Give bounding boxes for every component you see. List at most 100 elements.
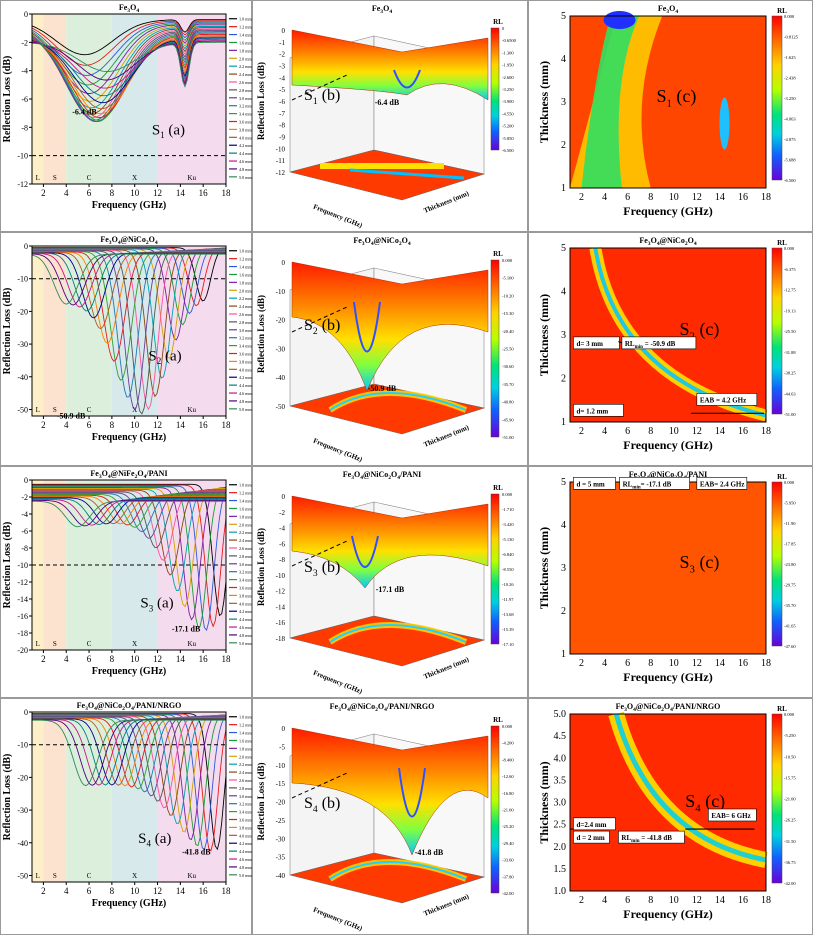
x-tick-label: 10 [669, 426, 679, 437]
z-tick-label: -40 [276, 374, 286, 382]
colorbar-title: RL [777, 473, 787, 481]
contour-chart-title: Fe3O4 [658, 4, 678, 15]
legend-entry: 2.0 mm [239, 522, 253, 527]
legend-entry: 4.2 mm [239, 143, 253, 148]
colorbar-tick-label: 0.000 [784, 712, 795, 717]
panel-label-sub: 1 [313, 96, 318, 107]
band-label: L [36, 640, 40, 648]
panel-label: S4 (b) [304, 795, 340, 815]
y-tick-label: 2 [561, 606, 566, 617]
legend-entry: 2.4 mm [239, 72, 253, 77]
legend-entry: 1.2 mm [239, 257, 253, 262]
panel-label-letter: S [304, 317, 313, 334]
x-tick-label: 6 [87, 654, 92, 664]
y-tick-label: -20 [17, 773, 28, 782]
x-tick-label: 6 [87, 886, 92, 896]
x-tick-label: 10 [669, 895, 679, 906]
legend-entry: 3.8 mm [239, 127, 253, 132]
z-axis-label: Reflection Loss (dB) [256, 528, 266, 606]
surface-x-axis-label: Frequency (GHz) [312, 203, 364, 230]
panel-label-sub: 3 [313, 568, 318, 579]
z-tick-label: 0 [282, 259, 286, 267]
y-tick-label: 5 [561, 11, 566, 22]
panel-label-letter: S [140, 596, 148, 612]
x-tick-label: 2 [41, 420, 46, 430]
threshold-line [291, 540, 348, 567]
min-rl-label: -41.8 dB [182, 848, 211, 857]
surface-chart-S2: Fe3O4@NiCo2O40-10-20-30-40-50Reflection … [256, 236, 514, 464]
z-tick-label: -3 [279, 63, 285, 71]
annotation-box [573, 476, 616, 490]
legend-entry: 2.6 mm [239, 80, 253, 85]
formula-text: /PANI [685, 470, 707, 479]
colorbar-tick-label: -10.50 [784, 754, 796, 759]
colorbar-tick-label: -30.60 [502, 364, 514, 369]
x-tick-label: 2 [41, 188, 46, 198]
z-tick-label: -30 [276, 835, 286, 843]
formula-subscript: 4 [108, 474, 111, 480]
rl-curve [32, 719, 226, 787]
formula-text: O [137, 469, 143, 478]
min-rl-label: -17.1 dB [172, 624, 201, 633]
formula-text: O [102, 469, 108, 478]
formula-text: O [354, 470, 360, 479]
colorbar-tick-label: -6.840 [502, 552, 514, 557]
surface-y-axis-label: Thickness (mm) [422, 655, 470, 681]
legend-entry: 1.8 mm [239, 514, 253, 519]
colorbar-tick-label: -25.20 [502, 824, 514, 829]
x-tick-label: 18 [222, 886, 232, 896]
annotation-text: EAB = 4.2 GHz [700, 396, 746, 404]
legend-entry: 2.8 mm [239, 320, 253, 325]
formula-text: O [627, 702, 633, 711]
formula-subscript: 4 [670, 707, 673, 713]
colorbar-tick-label: -5.200 [502, 124, 514, 129]
legend-entry: 2.8 mm [239, 554, 253, 559]
formula-text: O [149, 235, 155, 244]
colorbar-tick-label: -8.400 [502, 757, 514, 762]
x-tick-label: 12 [692, 895, 702, 906]
y-tick-label: -16 [17, 612, 28, 621]
rl-curve [31, 41, 226, 88]
z-tick-label: -15 [276, 780, 286, 788]
y-tick-label: -6 [21, 527, 28, 536]
colorbar-tick-label: -23.80 [784, 562, 796, 567]
x-tick-label: 16 [199, 886, 209, 896]
legend-entry: 4.6 mm [239, 625, 253, 630]
line-chart-title: Fe3O4@NiCo2O4 [100, 235, 158, 246]
colorbar-tick-label: -5.100 [502, 276, 514, 281]
legend-entry: 1.4 mm [239, 499, 253, 504]
x-tick-label: 14 [176, 420, 186, 430]
colorbar-tick-label: -2.438 [784, 76, 796, 81]
x-tick-label: 6 [87, 420, 92, 430]
x-tick-label: 4 [602, 192, 607, 203]
y-tick-label: 4 [561, 287, 566, 298]
annotation-text: d= 1.2 mm [576, 407, 608, 415]
legend-entry: 4.4 mm [239, 849, 253, 854]
colorbar-tick-label: -37.80 [502, 874, 514, 879]
colorbar-tick-label: -6.500 [502, 148, 514, 153]
colorbar-tick-label: 0.000 [502, 724, 513, 729]
x-tick-label: 18 [761, 426, 771, 437]
y-tick-label: -10 [17, 275, 28, 284]
colorbar-tick-label: -17.85 [784, 542, 796, 547]
y-axis-label: Reflection Loss (dB) [2, 754, 13, 841]
band-S [43, 246, 67, 416]
x-tick-label: 6 [625, 658, 630, 669]
y-tick-label: 0 [24, 476, 28, 485]
legend-entry: 3.4 mm [239, 112, 253, 117]
formula-text: /PANI [145, 469, 167, 478]
x-tick-label: 12 [153, 188, 162, 198]
rl-curve [31, 19, 226, 56]
x-tick-label: 12 [153, 420, 162, 430]
y-tick-label: 0 [24, 10, 28, 19]
rl-value: = -17.1 dB [641, 480, 672, 488]
x-tick-label: 6 [625, 895, 630, 906]
x-tick-label: 2 [579, 426, 584, 437]
annotation-text: EAB= 6 GHz [711, 812, 750, 820]
z-tick-label: -2 [279, 509, 285, 517]
z-tick-label: -5 [279, 86, 285, 94]
colorbar-tick-label: -12.75 [784, 288, 796, 293]
x-tick-label: 18 [222, 420, 232, 430]
